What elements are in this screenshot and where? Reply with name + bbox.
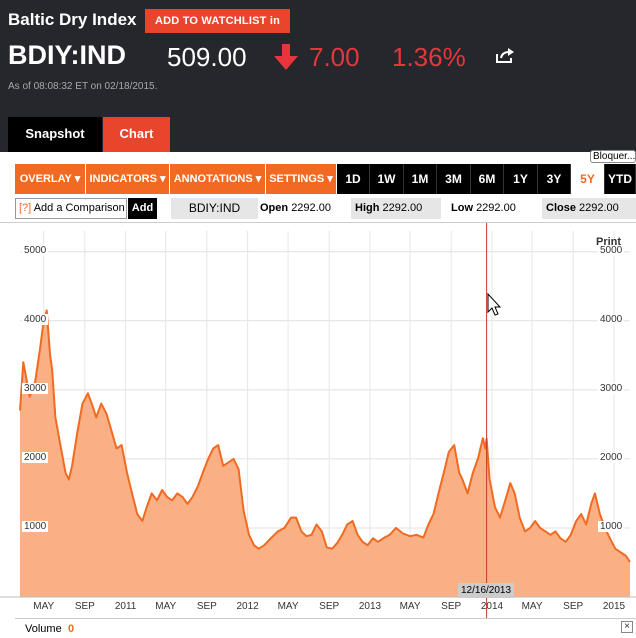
y-tick-label-left: 4000	[22, 313, 49, 325]
volume-label: Volume	[25, 623, 62, 635]
x-tick-label: SEP	[196, 601, 217, 612]
x-tick-label: 2012	[236, 601, 259, 612]
price-chart[interactable]: Print 12/16/2013 1000 1000 2000 2000 3000 300…	[0, 222, 636, 638]
tab-chart[interactable]: Chart	[103, 117, 170, 152]
high-label: High	[355, 202, 380, 214]
series-line	[19, 309, 631, 563]
volume-panel: Volume 0 ×	[15, 618, 636, 638]
high-value: 2292.00	[382, 202, 423, 214]
y-tick-label-left: 5000	[22, 244, 49, 256]
annotations-menu[interactable]: ANNOTATIONS ▾	[170, 164, 266, 194]
range-1m-button[interactable]: 1M	[404, 164, 437, 194]
open-value: 2292.00	[291, 202, 331, 214]
series-area	[20, 310, 630, 597]
open-label: Open	[260, 202, 289, 214]
comparison-bar: [?] Add a Comparison Add BDIY:IND Open 2…	[15, 198, 636, 219]
as-of-timestamp: As of 08:08:32 ET on 02/18/2015.	[8, 81, 158, 92]
range-1d-button[interactable]: 1D	[337, 164, 370, 194]
mouse-pointer-icon	[487, 293, 502, 316]
y-tick-label-right: 5000	[598, 244, 625, 256]
x-tick-label: MAY	[33, 601, 55, 612]
ticker-box: BDIY:IND	[171, 198, 258, 219]
range-5y-button[interactable]: 5Y	[571, 164, 605, 194]
low-label: Low	[451, 202, 473, 214]
bloomberg-tooltip: Bloquer...	[590, 150, 636, 163]
close-label: Close	[546, 202, 576, 214]
close-value: 2292.00	[579, 202, 619, 214]
close-stat: Close 2292.00	[542, 198, 636, 219]
indicators-menu[interactable]: INDICATORS ▾	[86, 164, 170, 194]
overlay-menu[interactable]: OVERLAY ▾	[15, 164, 86, 194]
low-stat: Low 2292.00	[451, 198, 516, 219]
x-tick-label: MAY	[521, 601, 543, 612]
comparison-placeholder: Add a Comparison	[33, 202, 125, 214]
y-tick-label-right: 4000	[598, 313, 625, 325]
settings-menu[interactable]: SETTINGS ▾	[266, 164, 337, 194]
down-arrow-icon	[274, 44, 298, 70]
last-price: 509.00	[167, 42, 247, 72]
tab-snapshot[interactable]: Snapshot	[8, 117, 102, 152]
chart-toolbar: OVERLAY ▾ INDICATORS ▾ ANNOTATIONS ▾ SET…	[15, 164, 636, 194]
range-6m-button[interactable]: 6M	[471, 164, 504, 194]
close-icon[interactable]: ×	[621, 621, 633, 633]
x-tick-label: MAY	[155, 601, 177, 612]
y-tick-label-left: 3000	[22, 382, 49, 394]
low-value: 2292.00	[476, 202, 516, 214]
x-tick-label: 2013	[358, 601, 382, 612]
chart-canvas[interactable]	[0, 223, 636, 619]
x-tick-label: SEP	[441, 601, 462, 612]
y-tick-label-right: 2000	[598, 451, 625, 463]
x-tick-label: 2014	[480, 601, 504, 612]
range-1w-button[interactable]: 1W	[370, 164, 404, 194]
y-tick-label-right: 1000	[598, 520, 625, 532]
price-change-percent: 1.36%	[392, 42, 466, 72]
add-comparison-button[interactable]: Add	[128, 198, 157, 219]
ticker-symbol: BDIY:IND	[8, 40, 126, 70]
x-tick-label: 2015	[602, 601, 626, 612]
range-ytd-button[interactable]: YTD	[605, 164, 636, 194]
x-tick-label: MAY	[399, 601, 421, 612]
x-tick-label: 2011	[114, 601, 137, 612]
range-1y-button[interactable]: 1Y	[504, 164, 538, 194]
price-change: 7.00	[309, 42, 360, 72]
y-tick-label-left: 1000	[22, 520, 49, 532]
add-to-watchlist-button[interactable]: ADD TO WATCHLIST in	[145, 9, 290, 33]
y-tick-label-right: 3000	[598, 382, 625, 394]
range-3y-button[interactable]: 3Y	[538, 164, 571, 194]
x-tick-label: SEP	[563, 601, 584, 612]
x-tick-label: SEP	[319, 601, 340, 612]
crosshair-date-label: 12/16/2013	[458, 583, 515, 598]
share-icon[interactable]	[495, 48, 515, 64]
y-tick-label-left: 2000	[22, 451, 49, 463]
high-stat: High 2292.00	[351, 198, 441, 219]
open-stat: Open 2292.00	[260, 198, 331, 219]
x-tick-label: MAY	[277, 601, 299, 612]
index-name: Baltic Dry Index	[8, 10, 137, 29]
x-tick-label: SEP	[74, 601, 95, 612]
quote-header: Baltic Dry Index ADD TO WATCHLIST in BDI…	[0, 0, 636, 152]
comparison-input[interactable]: [?] Add a Comparison	[15, 198, 127, 219]
help-icon[interactable]: [?]	[19, 202, 32, 214]
range-3m-button[interactable]: 3M	[437, 164, 471, 194]
volume-value: 0	[68, 623, 75, 635]
